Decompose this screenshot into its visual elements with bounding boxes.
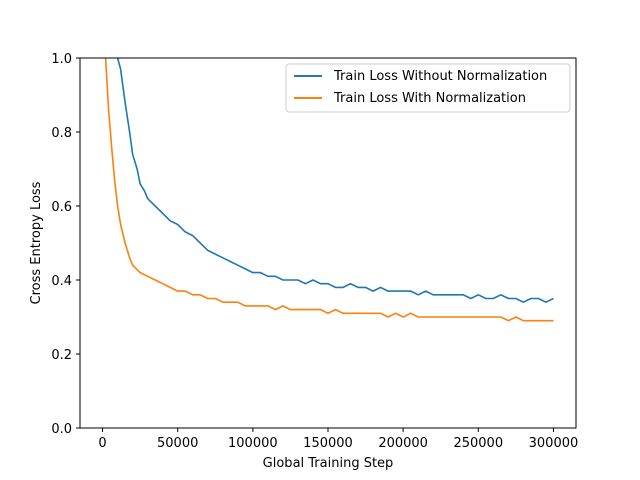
y-tick-label: 0.8 bbox=[51, 126, 72, 141]
legend: Train Loss Without Normalization Train L… bbox=[285, 63, 571, 113]
series-line-without-normalization bbox=[116, 58, 554, 304]
y-tick-label: 0.0 bbox=[51, 422, 72, 437]
x-axis-label: Global Training Step bbox=[263, 456, 394, 471]
x-tick-label: 50000 bbox=[157, 436, 198, 451]
series-layer bbox=[104, 58, 554, 322]
y-axis: 0.0 0.2 0.4 0.6 0.8 1.0 bbox=[51, 52, 80, 437]
x-tick-label: 0 bbox=[98, 436, 106, 451]
legend-label-without-normalization: Train Loss Without Normalization bbox=[333, 69, 547, 84]
x-tick-label: 250000 bbox=[453, 436, 503, 451]
x-axis: 0 50000 100000 150000 200000 250000 300000 bbox=[98, 428, 578, 451]
y-axis-label: Cross Entropy Loss bbox=[29, 181, 44, 304]
x-tick-label: 300000 bbox=[529, 436, 579, 451]
legend-label-with-normalization: Train Loss With Normalization bbox=[333, 91, 526, 106]
x-tick-label: 150000 bbox=[303, 436, 353, 451]
y-tick-label: 0.4 bbox=[51, 274, 72, 289]
x-tick-label: 100000 bbox=[228, 436, 278, 451]
x-tick-label: 200000 bbox=[378, 436, 428, 451]
y-tick-label: 1.0 bbox=[51, 52, 72, 67]
y-tick-label: 0.2 bbox=[51, 348, 72, 363]
series-line-with-normalization bbox=[104, 58, 554, 322]
legend-box bbox=[285, 63, 571, 113]
y-tick-label: 0.6 bbox=[51, 200, 72, 215]
